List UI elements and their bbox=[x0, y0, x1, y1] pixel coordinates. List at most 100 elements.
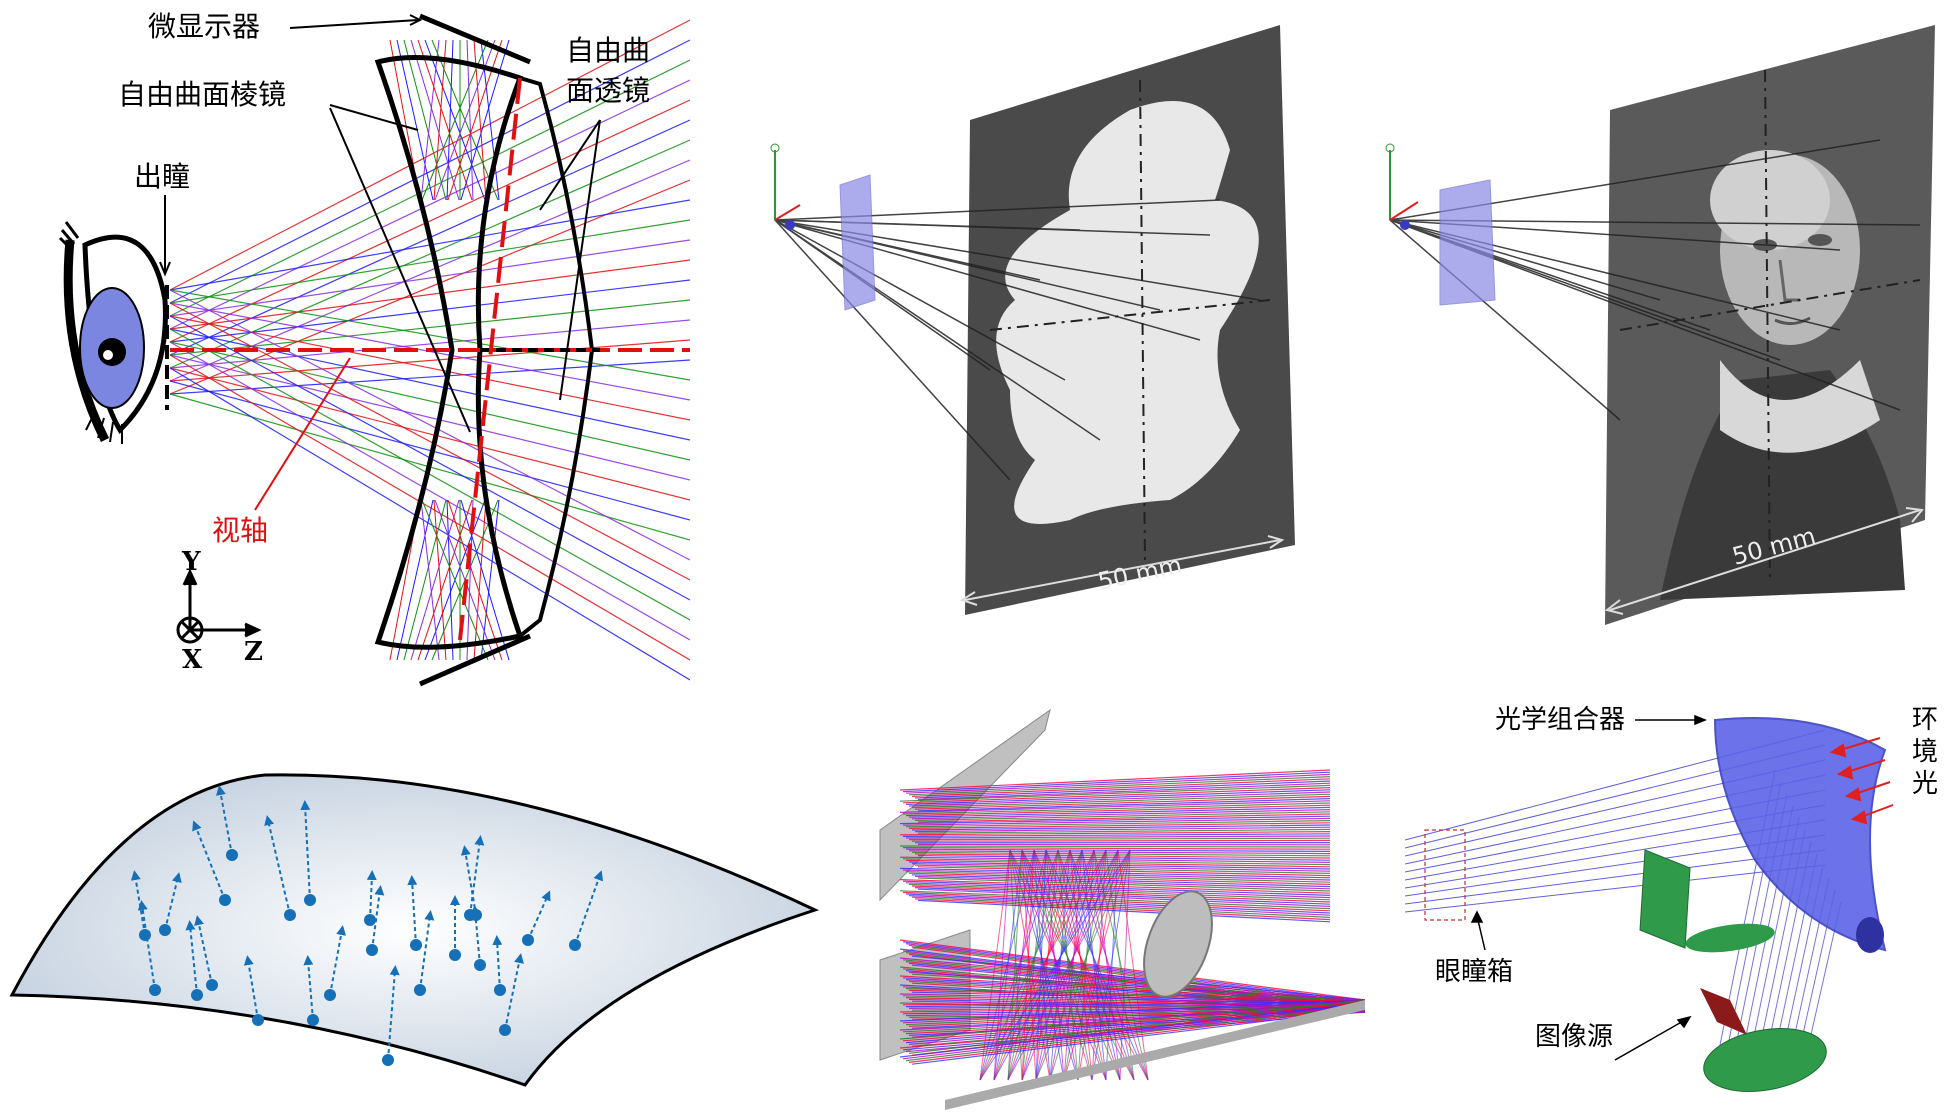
normal-base-point bbox=[206, 979, 218, 991]
ray bbox=[908, 895, 1331, 916]
normal-vector bbox=[243, 955, 259, 1021]
ray bbox=[169, 259, 690, 330]
ray bbox=[917, 782, 1331, 801]
normal-vector bbox=[460, 845, 477, 916]
lens-block bbox=[839, 174, 876, 311]
lens-block bbox=[1439, 179, 1496, 306]
normal-vector bbox=[419, 910, 435, 991]
ray bbox=[403, 39, 447, 201]
surface-normals-svg bbox=[9, 773, 820, 1087]
normal-vector bbox=[164, 872, 182, 931]
ray bbox=[421, 499, 489, 661]
ray bbox=[908, 999, 1366, 1054]
blob-target bbox=[996, 101, 1259, 524]
ray bbox=[917, 877, 1331, 892]
ray bbox=[169, 354, 690, 481]
ray bbox=[902, 1003, 1366, 1060]
ambient-label-1: 环 bbox=[1912, 705, 1938, 735]
projection-rays bbox=[1389, 139, 1921, 421]
source-axes bbox=[770, 143, 801, 230]
ray bbox=[169, 339, 690, 382]
ray bbox=[917, 899, 1331, 923]
ray bbox=[899, 769, 1331, 791]
ray bbox=[169, 354, 690, 661]
image-source-label: 图像源 bbox=[1535, 1022, 1613, 1052]
ray bbox=[905, 859, 1331, 868]
normal-vector bbox=[469, 835, 485, 916]
ray bbox=[169, 367, 690, 501]
normal-base-point bbox=[464, 909, 476, 921]
ray bbox=[902, 880, 1331, 896]
ray bbox=[917, 813, 1331, 823]
ray bbox=[905, 835, 1331, 839]
normal-vector bbox=[492, 935, 503, 991]
ray bbox=[169, 319, 690, 369]
ray bbox=[169, 380, 690, 521]
ray bbox=[433, 39, 447, 201]
ray bbox=[410, 39, 460, 201]
normal-vector bbox=[407, 875, 418, 946]
axis-y-label: Y bbox=[181, 547, 201, 577]
axis-x-label: X bbox=[182, 645, 203, 675]
ray bbox=[902, 1000, 1366, 1024]
scale-arrow bbox=[964, 539, 1281, 601]
ray bbox=[169, 219, 690, 304]
visual-axis-label: 视轴 bbox=[212, 514, 268, 547]
optical-combiner bbox=[1713, 717, 1887, 952]
ray bbox=[914, 853, 1331, 859]
ray bbox=[908, 850, 1331, 855]
ray bbox=[1093, 849, 1121, 1081]
eyebox bbox=[1424, 829, 1466, 921]
ray bbox=[1117, 849, 1149, 1081]
portrait-projection-svg: 50 mm bbox=[1385, 25, 1935, 625]
ray bbox=[902, 999, 1366, 1006]
source-axes bbox=[1385, 143, 1419, 230]
freeform-lens bbox=[476, 75, 595, 640]
ray bbox=[1035, 849, 1047, 1081]
ray bbox=[899, 784, 1331, 802]
prism-ray-svg: Y X Z 微显示器 自由曲面棱镜 自由曲 面透镜 出瞳 视轴 bbox=[58, 10, 690, 687]
ray bbox=[899, 1002, 1366, 1058]
aperture-disc bbox=[1143, 890, 1213, 998]
ray bbox=[1021, 849, 1035, 1081]
ambient-light-arrows bbox=[1829, 737, 1894, 825]
callout-arrows bbox=[1470, 714, 1708, 1061]
ray bbox=[899, 879, 1331, 894]
normal-base-point bbox=[139, 929, 151, 941]
normal-base-point bbox=[499, 1024, 511, 1036]
bottom-plate bbox=[945, 1000, 1365, 1110]
dense-raytrace-svg bbox=[879, 708, 1366, 1110]
beamsplitter-plate bbox=[1639, 849, 1691, 949]
ray bbox=[899, 845, 1331, 848]
ray bbox=[911, 778, 1331, 797]
ray bbox=[917, 798, 1331, 812]
ray bbox=[911, 809, 1331, 820]
ray bbox=[1069, 849, 1149, 1081]
normal-base-point bbox=[304, 894, 316, 906]
ray bbox=[899, 957, 1366, 1003]
ray bbox=[169, 79, 690, 330]
ray bbox=[905, 871, 1331, 883]
normal-vector bbox=[366, 870, 377, 921]
ray bbox=[169, 341, 690, 641]
ray bbox=[169, 19, 690, 291]
normal-vector bbox=[387, 965, 400, 1061]
ray bbox=[1007, 849, 1023, 1081]
ray bbox=[911, 874, 1331, 888]
ray bbox=[902, 858, 1331, 866]
normal-base-point bbox=[219, 894, 231, 906]
panel-surface-normals bbox=[0, 730, 830, 1112]
ray bbox=[169, 359, 690, 395]
combiner-label: 光学组合器 bbox=[1495, 705, 1625, 735]
normal-vector bbox=[470, 905, 481, 966]
ray bbox=[473, 499, 487, 661]
normal-vector bbox=[185, 920, 198, 996]
ray bbox=[911, 839, 1331, 842]
ray bbox=[1057, 849, 1079, 1081]
panel-freeform-prism-diagram: Y X Z 微显示器 自由曲面棱镜 自由曲 面透镜 出瞳 视轴 bbox=[0, 0, 690, 700]
ray bbox=[905, 773, 1331, 794]
ray bbox=[446, 39, 454, 201]
ray bbox=[905, 1005, 1366, 1062]
ray bbox=[908, 872, 1331, 885]
ray bbox=[899, 1000, 1366, 1040]
